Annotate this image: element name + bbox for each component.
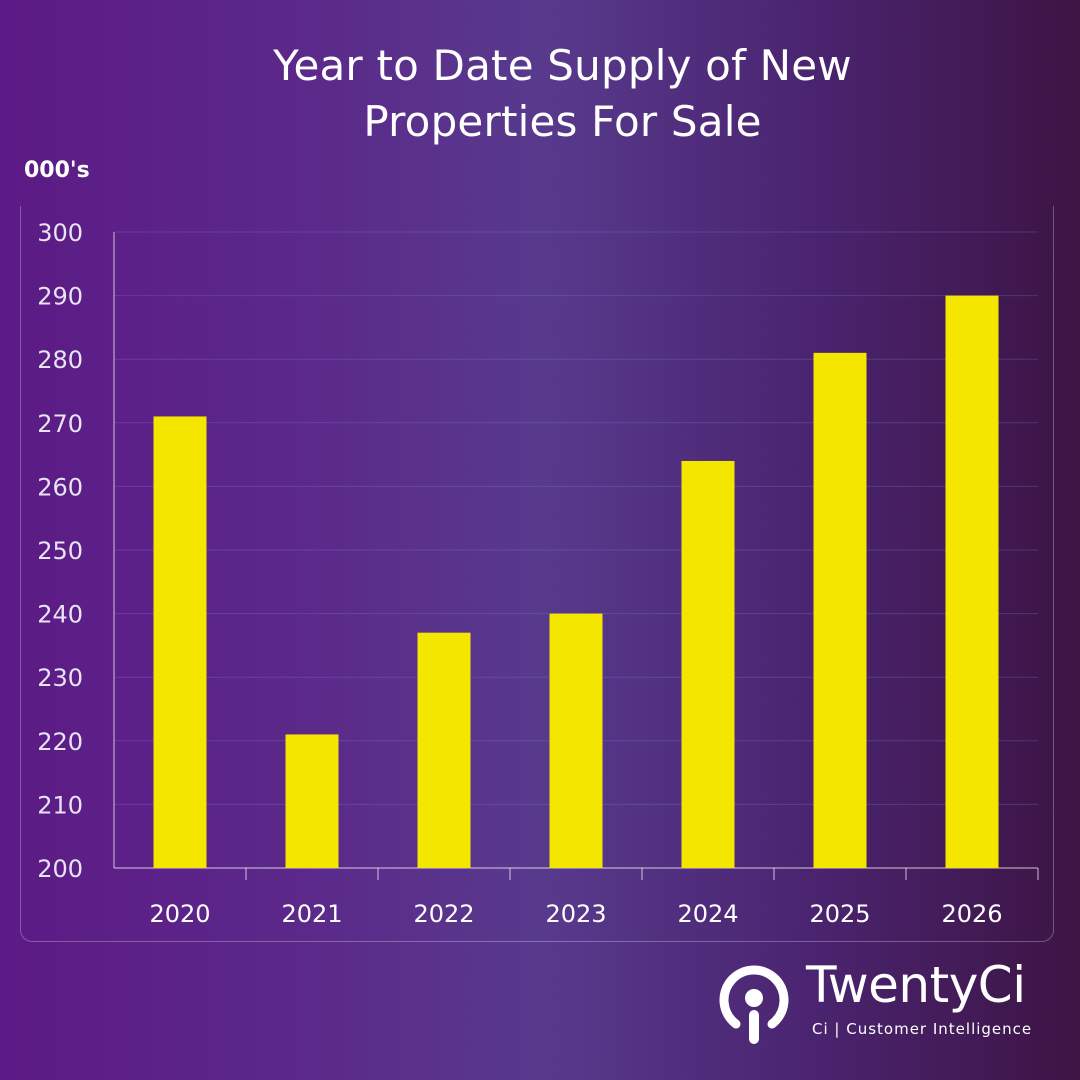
- chart-title: Year to Date Supply of New Properties Fo…: [0, 38, 1080, 150]
- bar-2023: [549, 613, 603, 868]
- x-tick-label: 2023: [545, 900, 606, 928]
- bar-2022: [417, 632, 471, 868]
- y-tick-label: 240: [37, 601, 83, 629]
- x-tick-label: 2026: [941, 900, 1002, 928]
- y-tick-label: 200: [37, 855, 83, 883]
- x-tick-label: 2024: [677, 900, 738, 928]
- y-tick-label: 300: [37, 219, 83, 247]
- brand-name: TwentyCi: [806, 956, 1026, 1014]
- y-tick-label: 230: [37, 664, 83, 692]
- bar-2021: [285, 734, 339, 868]
- ci-logo-icon: [719, 965, 789, 1044]
- x-tick-label: 2021: [281, 900, 342, 928]
- brand-logo: TwentyCi Ci | Customer Intelligence: [714, 956, 1054, 1050]
- x-tick-label: 2022: [413, 900, 474, 928]
- bar-2025: [813, 352, 867, 869]
- bar-2024: [681, 460, 735, 868]
- chart-panel: 200 210 220 230 240 250 260 270 280 290 300 2020 202…: [20, 206, 1054, 942]
- bar-chart: 200 210 220 230 240 250 260 270 280 290 300 2020 202…: [37, 219, 1039, 928]
- chart-title-line-2: Properties For Sale: [363, 97, 762, 146]
- y-axis-unit-label: 000's: [24, 158, 90, 183]
- y-tick-label: 250: [37, 537, 83, 565]
- y-tick-label: 290: [37, 283, 83, 311]
- x-tick-label: 2020: [149, 900, 210, 928]
- y-tick-label: 270: [37, 410, 83, 438]
- bar-2020: [153, 416, 207, 868]
- brand-tagline: Ci | Customer Intelligence: [812, 1020, 1033, 1038]
- y-tick-label: 260: [37, 473, 83, 501]
- y-tick-label: 210: [37, 791, 83, 819]
- y-tick-label: 280: [37, 346, 83, 374]
- chart-title-line-1: Year to Date Supply of New: [273, 41, 852, 90]
- bar-2026: [945, 295, 999, 869]
- y-tick-label: 220: [37, 728, 83, 756]
- x-tick-label: 2025: [809, 900, 870, 928]
